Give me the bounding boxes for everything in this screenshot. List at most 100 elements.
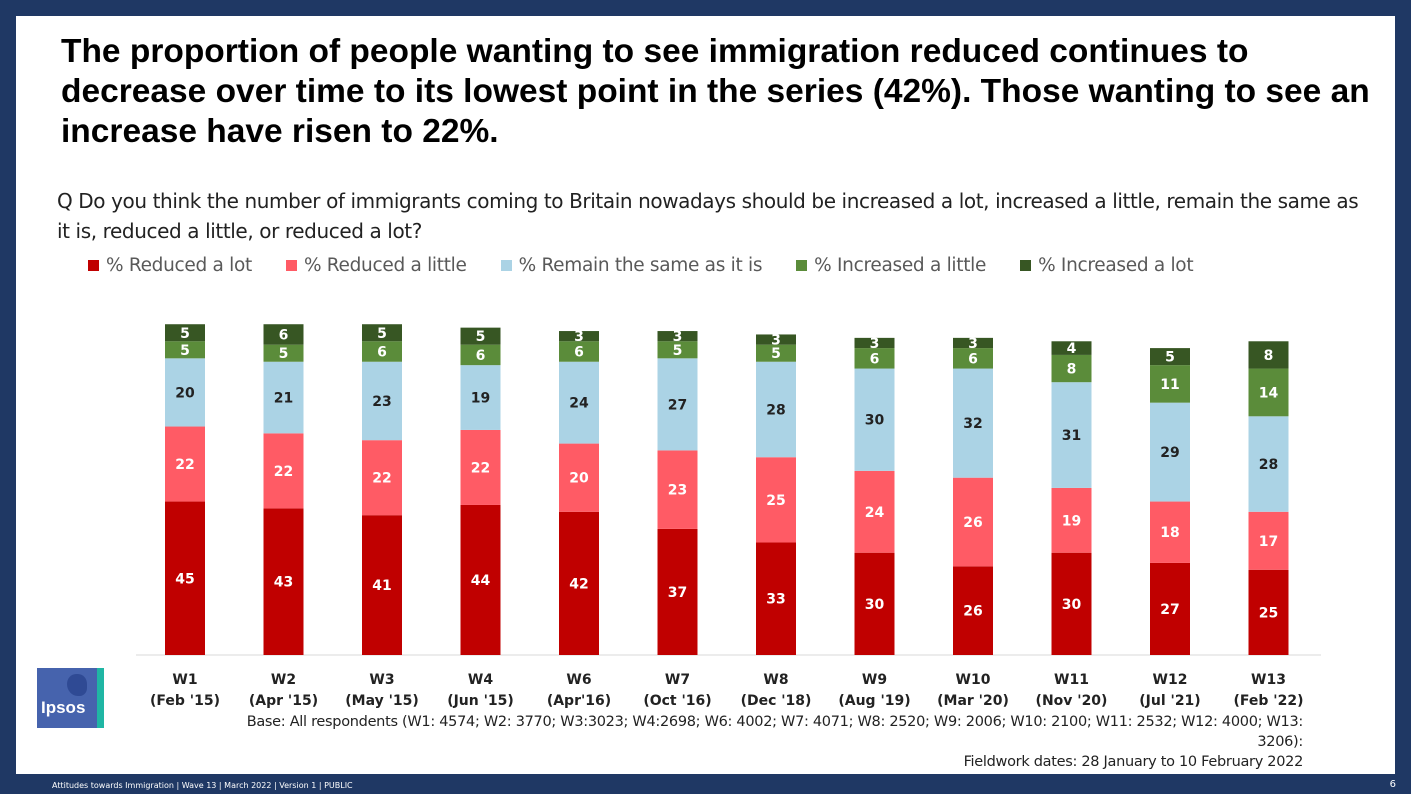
bar-segment-same	[756, 361, 796, 458]
x-tick-sublabel: (Feb '15)	[150, 693, 220, 709]
bar-segment-reduced-lot	[263, 508, 304, 655]
data-label: 6	[476, 348, 486, 364]
data-label: 27	[668, 397, 687, 413]
data-label: 45	[175, 571, 194, 587]
survey-question: Q Do you think the number of immigrants …	[57, 189, 1359, 243]
data-label: 18	[1160, 525, 1179, 541]
bar-segment-reduced-lot	[362, 515, 402, 655]
bar-segment-increased-little	[756, 344, 796, 362]
x-tick-label: W7	[665, 672, 690, 688]
data-label: 20	[175, 385, 195, 401]
bar-segment-increased-lot	[263, 324, 304, 345]
x-tick-sublabel: (Jun '15)	[447, 693, 514, 709]
legend-item-increased-little: % Increased a little	[796, 255, 986, 276]
data-label: 3	[574, 329, 584, 345]
x-tick-label: W9	[862, 672, 887, 688]
x-tick-label: W11	[1054, 672, 1089, 688]
legend-swatch-reduced-little	[285, 259, 297, 271]
data-label: 24	[865, 505, 885, 521]
legend-label: % Increased a little	[814, 254, 987, 276]
x-tick-label: W13	[1251, 672, 1286, 688]
data-label: 6	[279, 327, 289, 343]
data-label: 5	[673, 343, 683, 359]
x-tick-sublabel: (Nov '20)	[1036, 693, 1108, 709]
data-label: 8	[1264, 348, 1274, 364]
data-label: 26	[963, 515, 982, 531]
legend-item-reduced-lot: % Reduced a lot	[88, 255, 252, 276]
data-label: 25	[766, 493, 785, 509]
bar-segment-increased-little	[953, 348, 993, 369]
bar-segment-reduced-little	[263, 433, 304, 509]
data-label: 41	[372, 578, 391, 594]
data-label: 6	[377, 345, 387, 361]
bar-segment-increased-little	[854, 348, 895, 369]
bar-segment-reduced-little	[1051, 487, 1092, 553]
slide-title: The proportion of people wanting to see …	[61, 33, 1370, 150]
bar-segment-reduced-lot	[657, 528, 698, 655]
bar-segment-reduced-lot	[1150, 562, 1190, 655]
data-label: 5	[180, 343, 190, 359]
data-label: 3	[968, 336, 978, 352]
legend-label: % Reduced a lot	[106, 254, 252, 276]
bar-segment-increased-little	[165, 341, 205, 359]
data-label: 28	[1259, 457, 1278, 473]
legend-item-reduced-little: % Reduced a little	[285, 255, 467, 276]
bar-segment-increased-little	[559, 341, 599, 362]
bar-segment-reduced-little	[756, 457, 796, 543]
data-label: 5	[180, 326, 190, 342]
data-label: 3	[870, 336, 880, 352]
bar-segment-reduced-little	[362, 440, 402, 516]
bar-segment-same	[657, 358, 698, 451]
bar-segment-reduced-lot	[1051, 552, 1092, 655]
bar-segment-same	[362, 361, 402, 441]
data-label: 31	[1062, 428, 1081, 444]
data-label: 30	[865, 413, 885, 429]
bar-segment-reduced-little	[559, 443, 599, 512]
fieldwork-dates: Fieldwork dates: 28 January to 10 Februa…	[963, 754, 1304, 770]
bar-segment-same	[1051, 382, 1092, 488]
data-label: 42	[569, 576, 588, 592]
data-label: 26	[963, 604, 982, 620]
data-label: 3	[771, 333, 781, 349]
bar-segment-increased-little	[657, 341, 698, 359]
bar-segment-reduced-little	[1150, 501, 1190, 563]
x-tick-sublabel: (Dec '18)	[741, 693, 812, 709]
bar-segment-increased-lot	[854, 337, 895, 349]
bar-segment-same	[263, 361, 304, 434]
x-tick-label: W3	[369, 672, 394, 688]
bar-segment-increased-lot	[657, 331, 698, 342]
legend-item-increased-lot: % Increased a lot	[1020, 254, 1194, 276]
x-tick-label: W12	[1153, 672, 1188, 688]
legend-label: % Increased a lot	[1038, 254, 1194, 276]
bar-segment-increased-little	[263, 344, 304, 362]
data-label: 43	[274, 575, 293, 591]
data-label: 6	[574, 345, 584, 361]
bar-segment-reduced-lot	[1248, 569, 1289, 655]
bar-segment-same	[1248, 416, 1289, 512]
footer-text: Attitudes towards Immigration | Wave 13 …	[52, 781, 353, 790]
data-label: 37	[668, 585, 687, 601]
ipsos-logo: Ipsos	[37, 668, 104, 728]
page-number: 6	[1389, 779, 1396, 790]
data-label: 6	[870, 351, 880, 367]
logo-background	[37, 668, 97, 728]
bar-segment-increased-little	[1150, 365, 1190, 403]
bar-segment-reduced-little	[1248, 511, 1289, 570]
bar-segment-increased-little	[1051, 354, 1092, 383]
base-note: Base: All respondents (W1: 4574; W2: 377…	[203, 712, 1304, 772]
x-tick-label: W10	[956, 672, 991, 688]
bar-segment-increased-lot	[165, 324, 205, 342]
bar-segment-reduced-lot	[559, 511, 599, 655]
bar-segment-reduced-lot	[460, 504, 501, 655]
bar-segment-same	[559, 361, 599, 444]
legend-item-same: % Remain the same as it is	[500, 255, 762, 276]
x-tick-sublabel: (Apr '15)	[249, 693, 318, 709]
data-label: 29	[1160, 445, 1179, 461]
x-tick-label: W2	[271, 672, 296, 688]
bar-segment-reduced-little	[953, 477, 993, 567]
bar-segment-same	[854, 368, 895, 471]
bar-segment-reduced-little	[460, 429, 501, 505]
data-label: 19	[1062, 513, 1081, 529]
data-label: 3	[673, 329, 683, 345]
